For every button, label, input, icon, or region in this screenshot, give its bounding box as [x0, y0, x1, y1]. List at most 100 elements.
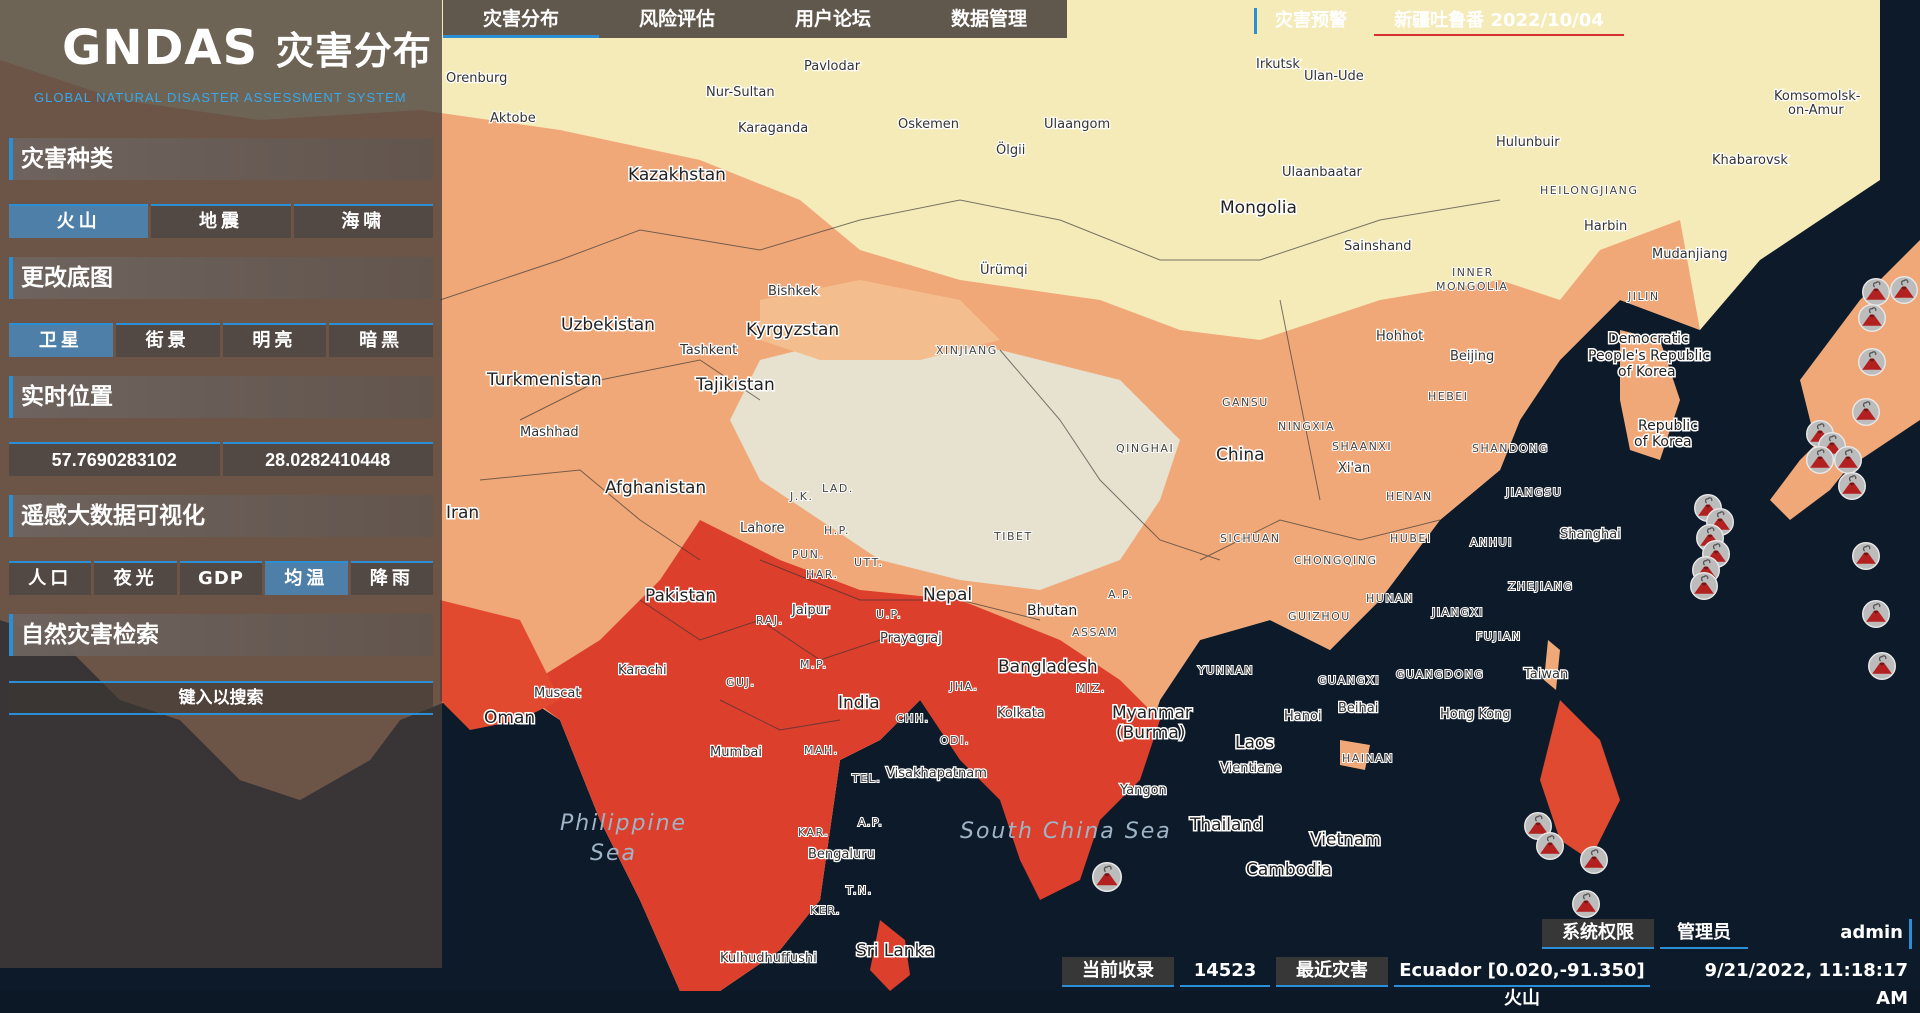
map-label-assam: ASSAM [1072, 626, 1118, 639]
map-label-mp: M.P. [800, 658, 827, 671]
basemap-buttons: 卫星 街景 明亮 暗黑 [9, 323, 433, 357]
count-label: 当前收录 [1062, 957, 1174, 987]
alert-ticker[interactable]: 新疆吐鲁番 2022/10/04 [1374, 8, 1624, 36]
map-label-sichuan: SICHUAN [1220, 532, 1280, 545]
map-label-hebei: HEBEI [1428, 390, 1468, 403]
map-label-gansu: GANSU [1222, 396, 1269, 409]
map-label-kazakhstan: Kazakhstan [628, 165, 726, 185]
volcano-icon[interactable] [1834, 446, 1862, 474]
tab-disaster-distribution[interactable]: 灾害分布 [443, 0, 599, 38]
volcano-icon[interactable] [1572, 890, 1600, 918]
app-title: GNDAS 灾害分布 [62, 20, 432, 76]
map-label-of-korea-south: of Korea [1634, 434, 1692, 450]
volcano-icon[interactable] [1838, 472, 1866, 500]
map-label-thailand: Thailand [1189, 815, 1263, 835]
map-label-chh: CHH. [896, 712, 930, 725]
map-label-mongolia-region: MONGOLIA [1436, 280, 1508, 293]
volcano-icon[interactable] [1858, 304, 1886, 332]
temperature-button[interactable]: 均温 [265, 561, 348, 595]
map-label-olgii: Ölgii [996, 141, 1025, 158]
volcano-icon[interactable] [1862, 278, 1890, 306]
count-value: 14523 [1180, 957, 1270, 987]
map-label-xinjiang: XINJIANG [936, 344, 998, 357]
map-label-sainshand: Sainshand [1344, 239, 1412, 254]
basemap-light-button[interactable]: 明亮 [222, 323, 327, 357]
tab-user-forum[interactable]: 用户论坛 [794, 8, 871, 30]
map-label-hong-kong: Hong Kong [1440, 707, 1511, 722]
map-label-oman: Oman [484, 708, 535, 728]
sidebar-panel: GNDAS 灾害分布 GLOBAL NATURAL DISASTER ASSES… [0, 0, 442, 968]
search-input[interactable]: 键入以搜索 [9, 681, 433, 715]
map-label-ningxia: NINGXIA [1278, 420, 1335, 433]
volcano-icon[interactable] [1868, 652, 1896, 680]
volcano-icon[interactable] [1852, 542, 1880, 570]
section-bigdata: 遥感大数据可视化 [9, 495, 433, 537]
tsunami-button[interactable]: 海啸 [293, 204, 433, 238]
map-label-mudanjiang: Mudanjiang [1652, 247, 1728, 262]
volcano-button[interactable]: 火山 [9, 204, 149, 238]
map-label-tibet: TIBET [993, 530, 1033, 543]
map-label-china: China [1216, 445, 1265, 465]
username[interactable]: admin [1800, 919, 1912, 949]
map-label-mongolia: Mongolia [1220, 198, 1297, 218]
volcano-icon[interactable] [1852, 398, 1880, 426]
section-search: 自然灾害检索 [9, 614, 433, 656]
map-label-kyrgyzstan: Kyrgyzstan [746, 320, 839, 340]
map-label-pun: PUN. [792, 548, 824, 561]
map-label-yunnan: YUNNAN [1197, 664, 1254, 677]
map-label-sri-lanka: Sri Lanka [856, 941, 935, 961]
map-label-jilin: JILIN [1627, 290, 1660, 303]
population-button[interactable]: 人口 [9, 561, 92, 595]
volcano-icon[interactable] [1690, 572, 1718, 600]
map-label-zhejiang: ZHEJIANG [1508, 580, 1574, 593]
map-label-shandong: SHANDONG [1472, 442, 1549, 455]
map-label-ulaanbaatar: Ulaanbaatar [1282, 165, 1363, 180]
map-label-prayagraj: Prayagraj [880, 631, 942, 646]
map-label-fujian: FUJIAN [1476, 630, 1522, 643]
recent-disaster-value[interactable]: Ecuador [0.020,-91.350] 火山 [1394, 957, 1650, 1009]
position-readout: 57.7690283102 28.0282410448 [9, 442, 433, 476]
map-label-taiwan: Taiwan [1523, 667, 1568, 682]
role-value: 管理员 [1660, 919, 1748, 949]
app-title-latin: GNDAS [62, 20, 259, 76]
map-label-anhui: ANHUI [1470, 536, 1513, 549]
volcano-icon[interactable] [1536, 832, 1564, 860]
map-label-on-amur: on-Amur [1788, 103, 1844, 118]
map-label-jiangxi: JIANGXI [1431, 606, 1484, 619]
map-label-heilongjiang: HEILONGJIANG [1540, 184, 1638, 197]
map-label-shaanxi: SHAANXI [1332, 440, 1392, 453]
map-label-ker: KER. [810, 904, 841, 917]
basemap-street-button[interactable]: 街景 [115, 323, 220, 357]
volcano-icon[interactable] [1858, 348, 1886, 376]
volcano-icon[interactable] [1890, 276, 1918, 304]
gdp-button[interactable]: GDP [179, 561, 263, 595]
earthquake-button[interactable]: 地震 [151, 204, 291, 238]
map-label-nur-sultan: Nur-Sultan [706, 85, 775, 100]
volcano-icon[interactable] [1092, 862, 1122, 892]
volcano-icon[interactable] [1862, 600, 1890, 628]
basemap-satellite-button[interactable]: 卫星 [9, 323, 113, 357]
map-label-urumqi: Ürümqi [980, 261, 1028, 278]
section-disaster-types: 灾害种类 [9, 138, 433, 180]
map-label-guangdong: GUANGDONG [1396, 668, 1484, 681]
map-label-hainan: HAINAN [1342, 752, 1394, 765]
rainfall-button[interactable]: 降雨 [350, 561, 434, 595]
map-label-utt: UTT. [854, 556, 884, 569]
map-label-cambodia: Cambodia [1246, 860, 1332, 880]
map-label-laos: Laos [1235, 733, 1274, 753]
map-label-of-korea-north: of Korea [1618, 364, 1676, 380]
map-label-ulan-ude: Ulan-Ude [1304, 69, 1364, 84]
map-label-democratic: Democratic [1608, 331, 1689, 347]
map-label-tel: TEL. [851, 772, 881, 785]
tab-data-management[interactable]: 数据管理 [950, 8, 1027, 30]
nightlight-button[interactable]: 夜光 [94, 561, 177, 595]
volcano-icon[interactable] [1580, 846, 1608, 874]
basemap-dark-button[interactable]: 暗黑 [329, 323, 433, 357]
map-label-henan: HENAN [1386, 490, 1433, 503]
volcano-icon[interactable] [1806, 446, 1834, 474]
map-label-raj: RAJ. [756, 614, 783, 627]
tab-risk-assessment[interactable]: 风险评估 [638, 8, 715, 30]
map-label-pakistan: Pakistan [645, 586, 716, 606]
map-label-yangon: Yangon [1119, 783, 1167, 798]
map-label-iran: Iran [446, 503, 479, 523]
